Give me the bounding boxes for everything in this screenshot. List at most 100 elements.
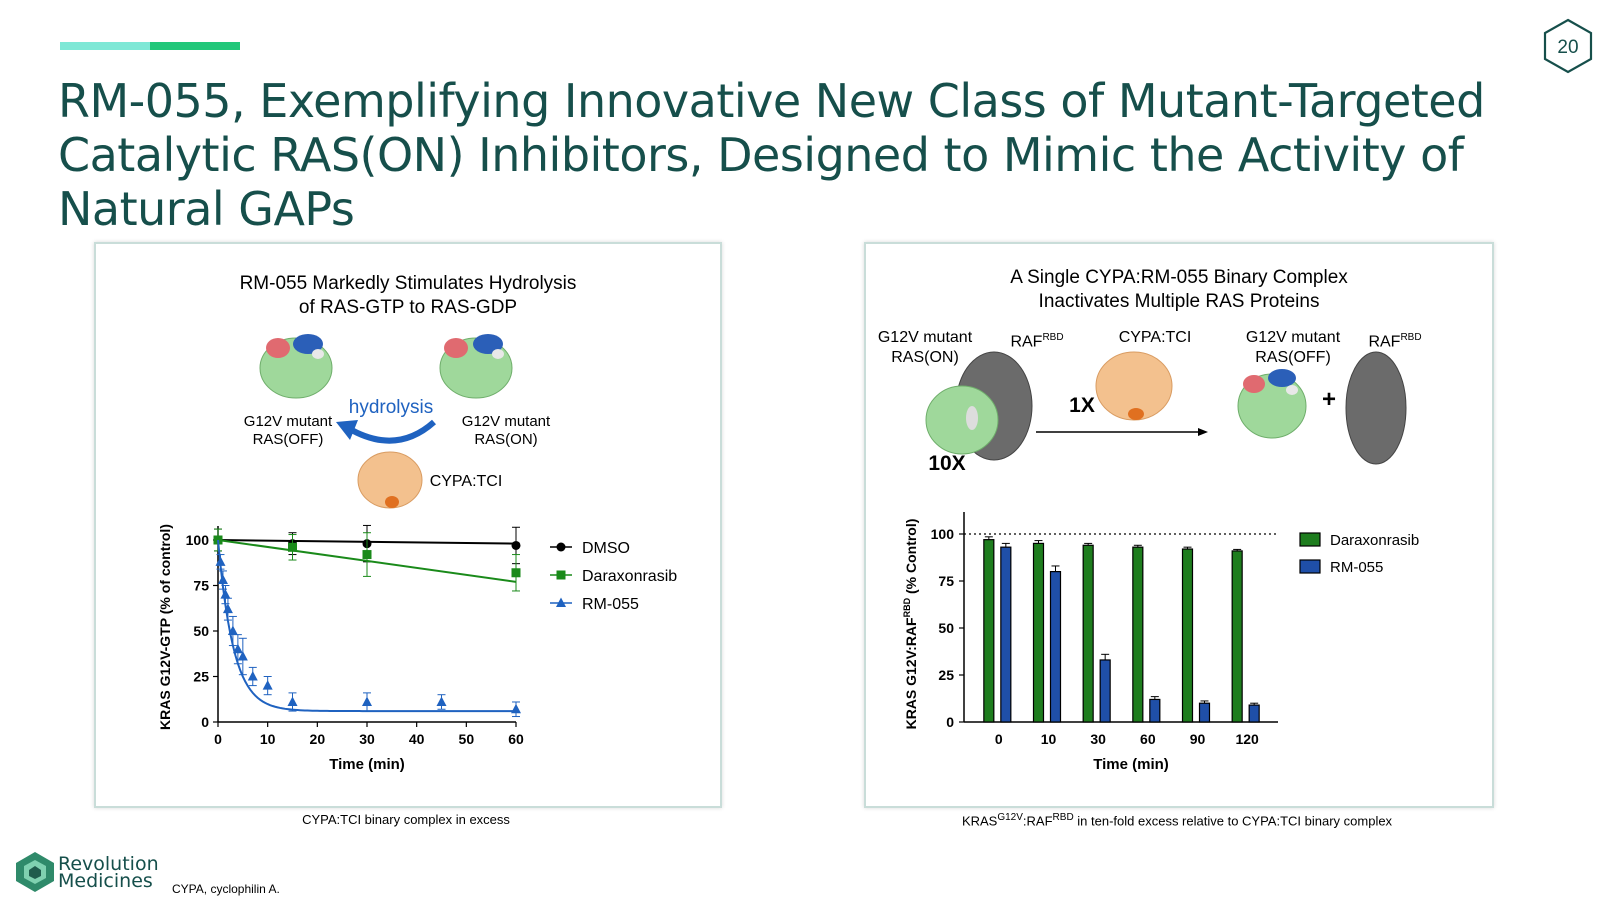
x-tick-label: 90 bbox=[1190, 731, 1206, 747]
x-tick-label: 20 bbox=[310, 731, 326, 747]
y-tick-label: 50 bbox=[938, 620, 954, 636]
bar-daraxonrasib bbox=[1082, 544, 1094, 723]
raf-rbd-label: RAFRBD bbox=[1010, 332, 1064, 351]
left-panel: RM-055 Markedly Stimulates Hydrolysis of… bbox=[94, 242, 722, 808]
x-tick-label: 60 bbox=[1140, 731, 1156, 747]
x-tick-label: 40 bbox=[409, 731, 425, 747]
legend-marker bbox=[556, 597, 566, 607]
hydrolysis-arrow-icon bbox=[346, 419, 436, 444]
data-point bbox=[511, 568, 521, 578]
bar-rm-055 bbox=[1149, 698, 1161, 723]
data-point bbox=[511, 540, 521, 550]
bar-daraxonrasib bbox=[1132, 546, 1144, 723]
y-tick-label: 50 bbox=[193, 623, 209, 639]
cypa-tci-protein-icon bbox=[357, 451, 423, 509]
x-tick-label: 120 bbox=[1235, 731, 1259, 747]
y-tick-label: 75 bbox=[193, 578, 209, 594]
bar-daraxonrasib bbox=[1231, 550, 1243, 723]
legend-label: RM-055 bbox=[1330, 559, 1383, 576]
bar-rm-055 bbox=[1198, 702, 1211, 723]
y-tick-label: 100 bbox=[186, 532, 210, 548]
x-axis-label: Time (min) bbox=[329, 756, 405, 773]
logo-line-1: Revolution bbox=[58, 853, 159, 875]
x-tick-label: 50 bbox=[459, 731, 475, 747]
data-point bbox=[288, 542, 297, 552]
data-point bbox=[436, 696, 447, 706]
cypa-tci-label: CYPA:TCI bbox=[1118, 329, 1192, 346]
data-point bbox=[362, 696, 372, 706]
bar-daraxonrasib bbox=[1181, 548, 1194, 723]
legend-swatch bbox=[1299, 532, 1321, 547]
arrow-head-icon bbox=[336, 420, 358, 440]
ras-on-protein-icon bbox=[439, 334, 513, 399]
bar-rm-055 bbox=[1248, 704, 1260, 723]
legend-swatch bbox=[1299, 559, 1321, 574]
left-panel-title-1: RM-055 Markedly Stimulates Hydrolysis bbox=[239, 273, 577, 294]
bar-rm-055 bbox=[1049, 570, 1062, 723]
y-tick-label: 100 bbox=[931, 526, 955, 542]
data-point bbox=[287, 696, 298, 706]
legend-marker bbox=[556, 542, 566, 552]
right-panel-title-2: Inactivates Multiple RAS Proteins bbox=[1038, 291, 1320, 312]
x-tick-label: 30 bbox=[1090, 731, 1106, 747]
y-axis-label: KRAS G12V:RAFRBD (% Control) bbox=[902, 519, 919, 730]
hydrolysis-schematic bbox=[259, 334, 513, 509]
plus-sign: + bbox=[1321, 386, 1336, 413]
data-point bbox=[232, 643, 243, 654]
raf-rbd-protein-icon bbox=[1345, 351, 1407, 465]
footnote: CYPA, cyclophilin A. bbox=[172, 882, 280, 896]
legend-label: RM-055 bbox=[582, 596, 639, 613]
accent-bar-light bbox=[60, 42, 150, 50]
ras-on-label-1: G12V mutant bbox=[877, 329, 973, 346]
data-point bbox=[247, 671, 258, 681]
y-axis-label: KRAS G12V-GTP (% of control) bbox=[157, 524, 173, 730]
y-tick-label: 75 bbox=[938, 573, 954, 589]
x-tick-label: 30 bbox=[359, 731, 375, 747]
x-tick-label: 0 bbox=[995, 731, 1003, 747]
ras-off-label-1: G12V mutant bbox=[243, 413, 333, 430]
ras-off-protein-icon bbox=[259, 334, 333, 399]
x-axis-label: Time (min) bbox=[1093, 756, 1169, 773]
bar-rm-055 bbox=[1099, 659, 1111, 723]
right-caption: KRASG12V:RAFRBD in ten-fold excess relat… bbox=[961, 812, 1393, 829]
data-point bbox=[227, 625, 238, 635]
raf-binding-bar-chart: 0 25 50 75 100 KRAS G12V:RAFRBD (% Control) 0 1… bbox=[902, 512, 1419, 773]
arrow-head-icon bbox=[1198, 428, 1208, 436]
data-point bbox=[222, 603, 233, 614]
raf-rbd-label-2: RAFRBD bbox=[1368, 332, 1422, 351]
y-tick-label: 0 bbox=[201, 714, 209, 730]
bar-rm-055 bbox=[1000, 546, 1012, 723]
hydrolysis-label: hydrolysis bbox=[348, 397, 434, 418]
revolution-medicines-logo-icon bbox=[16, 852, 54, 892]
binary-complex-schematic bbox=[925, 351, 1407, 465]
page-number: 20 bbox=[1557, 37, 1578, 58]
ras-on-label-2: RAS(ON) bbox=[474, 431, 538, 448]
ras-off-label-2: RAS(OFF) bbox=[252, 431, 324, 448]
x-tick-label: 10 bbox=[260, 731, 276, 747]
ras-off-protein-icon bbox=[1237, 369, 1307, 439]
logo-text: Revolution Medicines bbox=[58, 853, 159, 892]
data-point bbox=[511, 703, 521, 714]
ras-raf-complex-icon bbox=[925, 351, 1033, 461]
cypa-tci-protein-icon bbox=[1095, 351, 1173, 421]
bar-daraxonrasib bbox=[1032, 542, 1045, 723]
ratio-1x: 1X bbox=[1069, 394, 1095, 417]
ras-on-label-1: G12V mutant bbox=[461, 413, 551, 430]
data-point bbox=[237, 650, 248, 661]
ras-off-label-1: G12V mutant bbox=[1245, 329, 1341, 346]
legend-label: Daraxonrasib bbox=[1330, 532, 1419, 549]
data-point bbox=[220, 589, 231, 599]
x-tick-label: 60 bbox=[508, 731, 524, 747]
x-tick-label: 0 bbox=[214, 731, 222, 747]
bar-daraxonrasib bbox=[983, 539, 995, 723]
data-point bbox=[262, 680, 273, 690]
legend-label: Daraxonrasib bbox=[582, 568, 677, 585]
logo-line-2: Medicines bbox=[58, 870, 153, 892]
y-tick-label: 25 bbox=[193, 669, 209, 685]
right-panel-title-1: A Single CYPA:RM-055 Binary Complex bbox=[1010, 267, 1348, 288]
y-tick-label: 0 bbox=[946, 714, 954, 730]
data-point bbox=[362, 550, 372, 560]
slide-title: RM-055, Exemplifying Innovative New Clas… bbox=[58, 74, 1485, 236]
ratio-10x: 10X bbox=[928, 452, 966, 475]
legend-label: DMSO bbox=[582, 540, 630, 557]
